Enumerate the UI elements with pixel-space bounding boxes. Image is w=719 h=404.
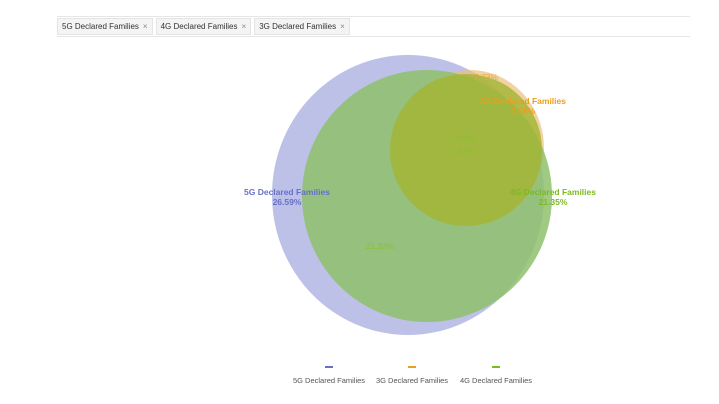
legend-label: 4G Declared Families xyxy=(460,376,532,385)
region-label: 7.73% xyxy=(474,72,499,82)
region-label: 7.57% xyxy=(451,146,476,156)
legend-swatch xyxy=(325,366,333,368)
set-label-5g: 5G Declared Families xyxy=(244,187,330,197)
set-label-3g: 3G Declared Families xyxy=(480,96,566,106)
legend-item-5g[interactable]: 5G Declared Families xyxy=(284,366,374,385)
region-label: 7.55% xyxy=(451,133,476,143)
legend-swatch xyxy=(408,366,416,368)
region-label: 21.33% xyxy=(366,241,395,251)
set-value-5g: 26.59% xyxy=(273,197,302,207)
chart-legend: 5G Declared Families 3G Declared Familie… xyxy=(0,366,719,396)
legend-label: 5G Declared Families xyxy=(293,376,365,385)
set-value-4g: 21.35% xyxy=(539,197,568,207)
set-label-4g: 4G Declared Families xyxy=(510,187,596,197)
legend-swatch xyxy=(492,366,500,368)
set-value-3g: 7.88% xyxy=(511,106,536,116)
legend-item-4g[interactable]: 4G Declared Families xyxy=(451,366,541,385)
venn-diagram: 5G Declared Families 26.59% 4G Declared … xyxy=(0,0,719,404)
legend-item-3g[interactable]: 3G Declared Families xyxy=(367,366,457,385)
legend-label: 3G Declared Families xyxy=(376,376,448,385)
